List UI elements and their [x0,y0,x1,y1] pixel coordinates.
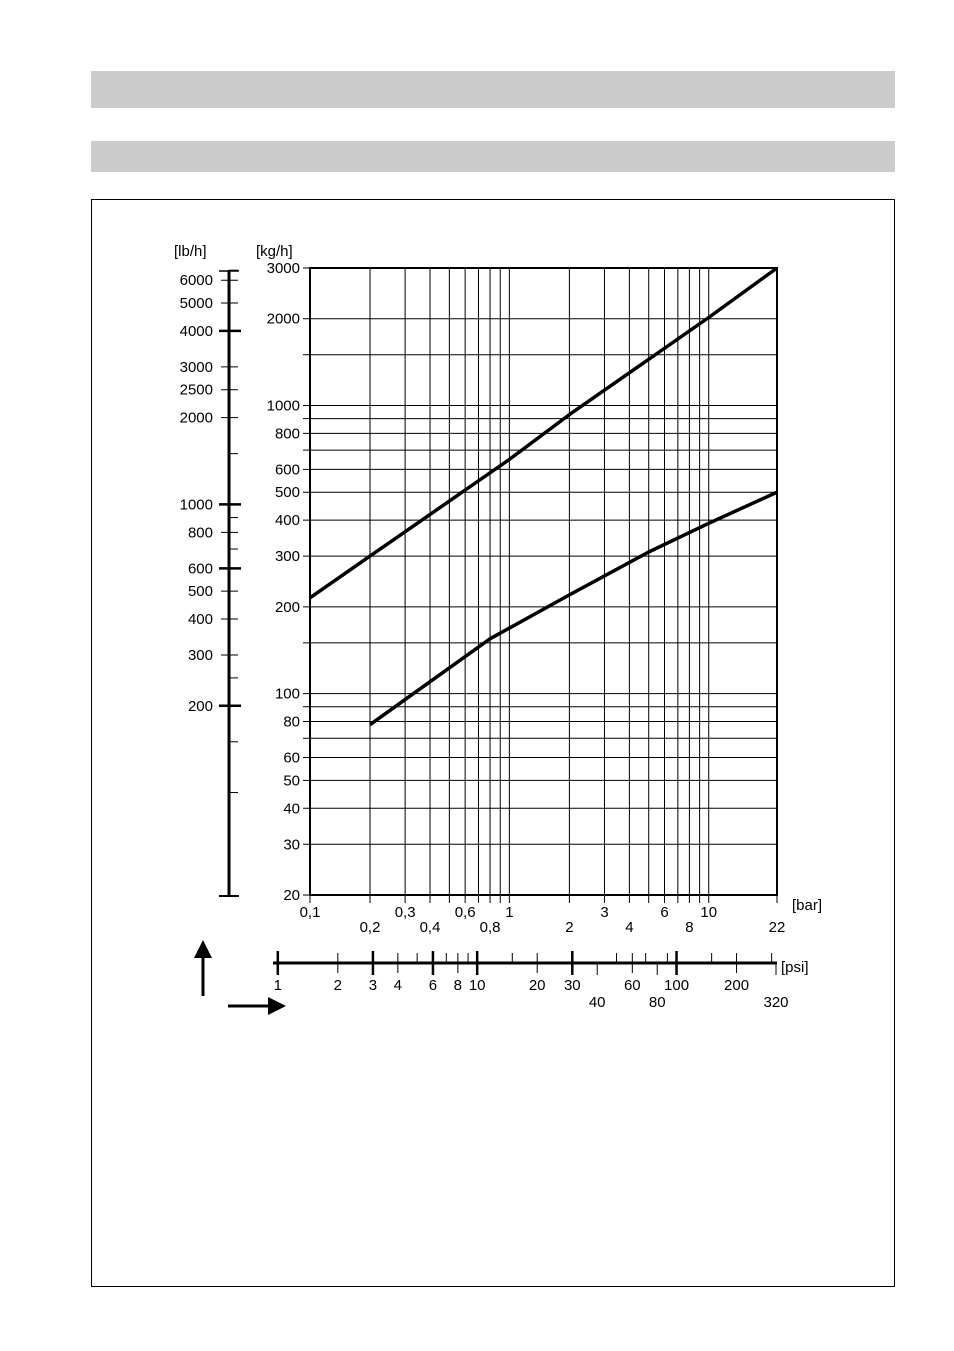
x-tick-label: 0,4 [420,919,441,936]
y-tick-label: 100 [275,686,300,703]
lb-tick-label: 4000 [180,323,213,340]
y-tick-label: 300 [275,548,300,565]
psi-tick-label: 100 [664,977,689,994]
psi-tick-label: 40 [589,994,606,1011]
psi-tick-label: 200 [724,977,749,994]
y-tick-label: 20 [283,887,300,904]
psi-tick-label: 8 [454,977,462,994]
x-tick-label: 1 [505,904,513,921]
x-tick-label: 8 [685,919,693,936]
lb-tick-label: 3000 [180,359,213,376]
x-tick-labels: 0,1 0,3 0,6 1 3 6 10 0,2 0,4 0,8 2 4 8 22 [300,904,786,936]
chart-series [309,266,779,727]
y-tick-label: 2000 [267,311,300,328]
y-axis-unit: [kg/h] [256,243,293,260]
lb-axis-unit: [lb/h] [174,243,207,260]
arrow-right-icon [228,997,286,1015]
y-tick-label: 200 [275,599,300,616]
header-band-second [91,141,895,172]
x-tick-label: 0,3 [395,904,416,921]
psi-tick-label: 4 [394,977,402,994]
y-tick-label: 400 [275,512,300,529]
psi-scale: 1 2 3 4 6 8 10 20 30 60 100 200 40 80 320 [273,951,789,1011]
psi-tick-label: 1 [274,977,282,994]
lb-tick-label: 400 [188,611,213,628]
x-tick-label: 6 [660,904,668,921]
y-tick-label: 800 [275,425,300,442]
lb-tick-label: 2500 [180,382,213,399]
psi-tick-label: 10 [469,977,486,994]
x-tick-label: 2 [565,919,573,936]
x-tick-label: 0,8 [480,919,501,936]
psi-tick-label: 2 [334,977,342,994]
lb-tick-label: 5000 [180,295,213,312]
plot-border [309,267,778,896]
psi-tick-label: 60 [624,977,641,994]
psi-tick-label: 3 [369,977,377,994]
chart-grid [303,267,778,903]
lb-tick-label: 1000 [180,496,213,513]
psi-tick-label: 320 [763,994,788,1011]
x-tick-label: 3 [600,904,608,921]
psi-tick-label: 30 [564,977,581,994]
y-tick-label: 1000 [267,397,300,414]
lb-tick-label: 300 [188,647,213,664]
psi-tick-label: 80 [649,994,666,1011]
x-tick-label: 0,2 [360,919,381,936]
lb-tick-label: 500 [188,583,213,600]
lb-tick-label: 800 [188,524,213,541]
y-tick-label: 3000 [267,260,300,277]
psi-axis-unit: [psi] [781,959,809,976]
lb-tick-label: 200 [188,698,213,715]
y-tick-label: 600 [275,461,300,478]
psi-tick-label: 20 [529,977,546,994]
arrow-up-icon [194,940,212,996]
x-axis-unit: [bar] [792,897,822,914]
x-tick-label: 0,6 [455,904,476,921]
series-line [309,266,779,600]
lb-tick-label: 2000 [180,410,213,427]
y-tick-label: 30 [283,836,300,853]
y-tick-labels: 3000 2000 1000 800 600 500 400 300 200 100 80 60 50 4… [267,260,300,904]
psi-tick-label: 6 [429,977,437,994]
y-tick-label: 50 [283,772,300,789]
y-tick-label: 40 [283,800,300,817]
lb-tick-label: 6000 [180,272,213,289]
y-tick-label: 500 [275,484,300,501]
x-tick-label: 0,1 [300,904,321,921]
y-tick-label: 80 [283,714,300,731]
x-tick-label: 10 [700,904,717,921]
lb-tick-label: 600 [188,560,213,577]
x-tick-label: 4 [625,919,633,936]
lb-per-hour-scale: 6000 5000 4000 3000 2500 2000 1000 800 600 500 400… [180,269,241,897]
series-line [368,490,778,727]
header-band-top [91,71,895,108]
chart-frame [91,199,895,1287]
y-tick-label: 60 [283,750,300,767]
x-tick-label: 22 [769,919,786,936]
